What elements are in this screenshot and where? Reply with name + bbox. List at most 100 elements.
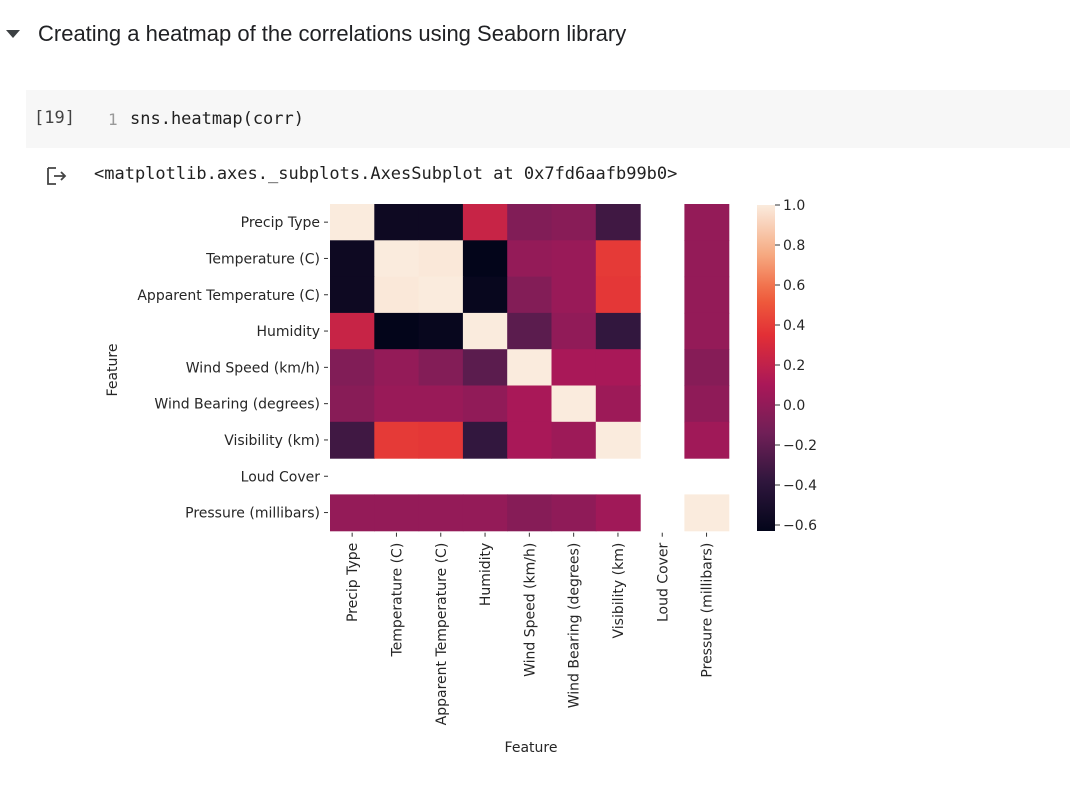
colorbar-tick-label: 0.2: [783, 358, 805, 374]
heatmap-cell: [507, 276, 553, 314]
y-axis-label: Feature: [105, 344, 121, 397]
heatmap-cell: [507, 385, 553, 423]
heatmap-cell: [374, 276, 420, 314]
heatmap-cell: [507, 240, 553, 278]
output-arrow-icon[interactable]: [46, 166, 68, 186]
section-header: Creating a heatmap of the correlations u…: [0, 14, 1070, 54]
heatmap-cell: [684, 421, 730, 459]
x-tick-label: Pressure (millibars): [700, 543, 716, 678]
colorbar-tick-label: 1.0: [783, 198, 805, 214]
section-title: Creating a heatmap of the correlations u…: [38, 21, 627, 46]
heatmap-cell: [462, 385, 508, 423]
y-tick-label: Apparent Temperature (C): [137, 288, 320, 304]
heatmap-cell: [595, 385, 641, 423]
y-tick-label: Pressure (millibars): [185, 506, 320, 522]
heatmap-cell: [595, 421, 641, 459]
heatmap-cell: [551, 385, 597, 423]
heatmap-cell: [374, 421, 420, 459]
y-tick-labels: Precip Type Temperature (C) Apparent Tempe…: [137, 215, 328, 522]
heatmap-cell: [507, 421, 553, 459]
colorbar-tick-label: −0.4: [783, 478, 817, 494]
y-tick-label: Temperature (C): [205, 251, 320, 267]
heatmap-cell: [330, 494, 375, 532]
heatmap-cell: [462, 421, 508, 459]
heatmap-cell: [595, 349, 641, 387]
heatmap-cell: [595, 312, 641, 350]
heatmap-cell: [418, 240, 464, 278]
heatmap-cell: [595, 204, 641, 241]
colorbar-tick-label: −0.6: [783, 518, 817, 534]
line-number: 1: [108, 110, 118, 129]
heatmap-cell: [462, 312, 508, 350]
y-tick-label: Wind Speed (km/h): [186, 360, 320, 376]
heatmap-cell: [462, 349, 508, 387]
y-tick-label: Wind Bearing (degrees): [154, 397, 320, 413]
heatmap-cell: [684, 349, 730, 387]
x-tick-label: Temperature (C): [389, 543, 405, 658]
heatmap-cell: [551, 204, 597, 241]
colorbar-tick-label: 0.4: [783, 318, 805, 334]
heatmap-cell: [507, 494, 553, 532]
heatmap-cell: [374, 349, 420, 387]
heatmap-cell: [684, 385, 730, 423]
x-tick-label: Precip Type: [345, 543, 361, 622]
heatmap-cell: [507, 312, 553, 350]
heatmap-cell: [507, 349, 553, 387]
heatmap-cell: [684, 494, 730, 532]
heatmap-cell: [374, 240, 420, 278]
heatmap-cell: [418, 494, 464, 532]
x-tick-label: Humidity: [478, 543, 494, 606]
heatmap-cell: [374, 385, 420, 423]
heatmap-cell: [462, 204, 508, 241]
x-tick-label: Loud Cover: [655, 542, 671, 622]
y-tick-label: Visibility (km): [224, 433, 320, 449]
heatmap-cell: [418, 276, 464, 314]
heatmap-cell: [330, 421, 375, 459]
heatmap-cell: [551, 276, 597, 314]
heatmap-cell: [330, 276, 375, 314]
heatmap-cell: [551, 240, 597, 278]
y-tick-label: Humidity: [257, 324, 320, 340]
y-tick-label: Loud Cover: [241, 469, 321, 485]
heatmap-cell: [330, 204, 375, 241]
colorbar-ticks: 1.0 0.8 0.6 0.4 0.2 0.0 −0.2 −0.4 −0.6: [775, 198, 817, 534]
colorbar: [757, 205, 775, 531]
x-tick-label: Apparent Temperature (C): [434, 543, 450, 726]
execution-count: [19]: [34, 108, 75, 128]
x-tick-label: Wind Bearing (degrees): [567, 543, 583, 709]
heatmap-cell: [374, 204, 420, 241]
heatmap-cell: [462, 494, 508, 532]
heatmap-cell: [462, 276, 508, 314]
heatmap-cell: [374, 312, 420, 350]
heatmap-cell: [684, 240, 730, 278]
heatmap-cell: [418, 349, 464, 387]
heatmap-cell: [418, 204, 464, 241]
heatmap-cells: [330, 204, 730, 532]
heatmap-cell: [418, 312, 464, 350]
code-editor[interactable]: sns.heatmap(corr): [130, 109, 304, 129]
heatmap-cell: [551, 312, 597, 350]
heatmap-cell: [507, 204, 553, 241]
heatmap-cell: [551, 349, 597, 387]
collapse-caret-icon[interactable]: [6, 30, 20, 38]
colorbar-tick-label: 0.6: [783, 278, 805, 294]
heatmap-cell: [418, 421, 464, 459]
x-tick-label: Wind Speed (km/h): [522, 543, 538, 677]
colorbar-tick-label: 0.8: [783, 238, 805, 254]
heatmap-cell: [595, 494, 641, 532]
heatmap-cell: [330, 240, 375, 278]
heatmap-cell: [595, 240, 641, 278]
heatmap-cell: [684, 276, 730, 314]
colorbar-tick-label: 0.0: [783, 398, 805, 414]
code-cell[interactable]: [19] 1 sns.heatmap(corr): [26, 90, 1070, 148]
heatmap-cell: [330, 385, 375, 423]
heatmap-cell: [551, 421, 597, 459]
heatmap-cell: [684, 204, 730, 241]
heatmap-cell: [551, 494, 597, 532]
x-axis-label: Feature: [505, 740, 558, 756]
output-text: <matplotlib.axes._subplots.AxesSubplot a…: [94, 164, 678, 184]
x-tick-label: Visibility (km): [611, 543, 627, 639]
colorbar-tick-label: −0.2: [783, 438, 817, 454]
heatmap-cell: [418, 385, 464, 423]
